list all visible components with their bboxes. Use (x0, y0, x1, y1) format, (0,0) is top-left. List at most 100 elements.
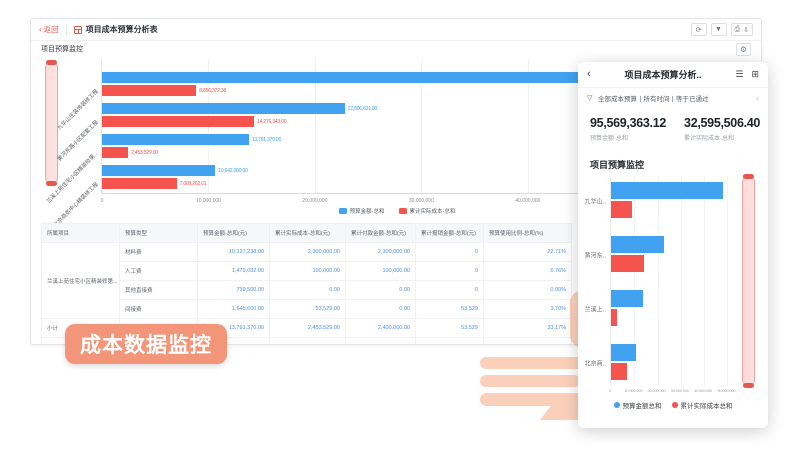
bar-value-label: 13,791,370.00 (251, 136, 282, 143)
chart-section-title: 项目预算监控 (41, 46, 83, 53)
x-axis-tick: 10,000,000 (195, 198, 221, 204)
x-axis-tick: 20,000,000 (302, 198, 328, 204)
bar-actual (611, 255, 645, 272)
export-button[interactable]: ⎙ ⇩ (730, 23, 753, 36)
bar-budget (611, 236, 665, 253)
bar-value-label: 10,642,000.00 (218, 167, 248, 174)
slider-handle-top[interactable] (46, 60, 57, 65)
bar-budget (102, 103, 345, 114)
cell-ratio: 33.17% (483, 318, 572, 338)
cell-payment: 2,300,000.00 (345, 242, 416, 262)
bar-budget (611, 344, 636, 361)
table-header-cell: 预算使用比例-总和(%) (483, 223, 572, 243)
legend-label: 累计实际成本总和 (680, 403, 733, 410)
main-chart: 0 10,000,000 20,000,000 30,000,000 40,000,00… (31, 57, 761, 229)
panel-filter-bar[interactable]: ▽ 全部成本预算丨所有时间丨等于已通过 › (578, 88, 768, 108)
cost-table-wrap: 所属项目 预算类型 预算金额-总和(元) 累计实际成本-总和(元) 累计付款金额-总和(… (41, 223, 572, 344)
bar-budget (611, 182, 724, 199)
x-axis-tick: 10,000,000 (624, 388, 643, 393)
cell-payment: 0.00 (345, 280, 416, 300)
panel-chart-plot (610, 176, 738, 386)
table-header-row: 所属项目 预算类型 预算金额-总和(元) 累计实际成本-总和(元) 累计付款金额-总和(… (41, 223, 572, 243)
table-view-icon[interactable]: ⊞ (751, 69, 759, 79)
cell-type: 人工费 (119, 261, 198, 281)
legend-item[interactable]: 预算金额总和 (613, 400, 662, 410)
titlebar-divider (65, 24, 67, 35)
list-view-icon[interactable]: ☰ (735, 69, 744, 79)
stat-actual-value: 32,595,506.40 (684, 116, 761, 130)
back-button[interactable]: ‹ 返回 (39, 24, 59, 35)
report-icon (73, 25, 82, 34)
panel-slider-handle-bottom[interactable] (743, 383, 754, 388)
panel-slider-handle-top[interactable] (743, 174, 754, 179)
gridline (704, 176, 706, 386)
gridline (314, 59, 316, 193)
cell-reimburse: 0 (415, 337, 484, 344)
panel-section-title: 项目预算监控 (590, 160, 645, 170)
cell-budget: 1,479,032.00 (197, 261, 270, 281)
legend-item[interactable]: 预算金额-总和 (338, 207, 385, 215)
slider-handle-bottom[interactable] (46, 181, 57, 186)
bar-value-label: 7,009,262.01 (179, 180, 207, 187)
chevron-right-icon: › (756, 92, 759, 103)
table-header-cell: 累计报销金额-总和(元) (415, 223, 484, 243)
back-label: 返回 (43, 25, 59, 34)
cell-reimburse: 0 (415, 261, 484, 281)
filter-icon: ▼ (715, 26, 722, 33)
bar-value-label: 22,806,631.80 (347, 105, 378, 112)
stat-budget-value: 95,569,363.12 (590, 116, 667, 130)
category-label: 九华山.. (584, 199, 606, 206)
bar-actual (102, 85, 197, 96)
legend-label: 预算金额总和 (622, 403, 662, 410)
legend-label: 累计实际成本-总和 (409, 209, 456, 215)
legend-item[interactable]: 累计实际成本总和 (671, 400, 733, 410)
cell-actual: 100,000.00 (269, 261, 346, 281)
cell-reimburse: 53,529 (415, 299, 484, 319)
cell-type: 间接费 (119, 299, 198, 319)
funnel-icon: ▽ (587, 94, 593, 102)
cell-ratio: 0.00% (483, 280, 572, 300)
bar-budget (102, 72, 617, 83)
cell-payment: 2,400,000.00 (345, 318, 416, 338)
bar-actual (102, 116, 254, 127)
table-row: 其他直接费 739,500.00 0.00 0.00 0 0.00% (42, 280, 572, 300)
chart-zoom-slider[interactable] (45, 60, 58, 186)
bar-actual (611, 363, 628, 380)
cell-reimburse: 0 (415, 242, 484, 262)
cost-table: 所属项目 预算类型 预算金额-总和(元) 累计实际成本-总和(元) 累计付款金额-总和(… (41, 223, 572, 344)
table-header-cell: 预算类型 (119, 223, 198, 243)
main-chart-legend: 预算金额-总和 累计实际成本-总和 (31, 207, 761, 215)
table-header-cell: 所属项目 (41, 223, 120, 243)
gear-icon: ⚙ (739, 44, 748, 54)
refresh-button[interactable]: ⟳ (690, 23, 707, 36)
panel-chart: 0 10,000,000 20,000,000 30,000,000 40,000,00… (578, 174, 768, 393)
cell-payment: 0.00 (345, 299, 416, 319)
print-icon: ⎙ (734, 25, 741, 33)
cell-actual: 53,529.00 (269, 299, 346, 319)
cell-payment: 100,000.00 (345, 261, 416, 281)
window-titlebar: ‹ 返回 项目成本预算分析表 ⟳ ▼ ⎙ ⇩ (31, 19, 761, 41)
filter-button[interactable]: ▼ (710, 23, 727, 36)
cell-reimburse: 53,529 (415, 318, 484, 338)
bar-budget (611, 290, 644, 307)
cell-type: 其他直接费 (119, 280, 198, 300)
export-icon: ⇩ (743, 26, 749, 34)
panel-zoom-slider[interactable] (742, 174, 755, 388)
panel-back-button[interactable]: ‹ (587, 68, 591, 80)
legend-item[interactable]: 累计实际成本-总和 (398, 207, 456, 215)
cell-actual: 2,453,529.00 (269, 318, 346, 338)
cell-actual: 5,019,004.01 (269, 337, 346, 344)
table-header-cell: 累计付款金额-总和(元) (345, 223, 416, 243)
legend-swatch (398, 208, 407, 214)
chart-settings-button[interactable]: ⚙ (736, 42, 751, 56)
x-axis-tick: 40,000,000 (515, 198, 541, 204)
table-header-cell: 预算金额-总和(元) (197, 223, 270, 243)
stat-budget-label: 预算金额·总和 (590, 136, 628, 142)
gridline (680, 176, 682, 386)
x-axis-tick: 0 (608, 388, 612, 393)
gridline (657, 176, 659, 386)
panel-stats: 95,569,363.12 预算金额·总和 32,595,506.40 累计实际… (590, 116, 760, 142)
panel-filter-text: 全部成本预算丨所有时间丨等于已通过 (598, 96, 709, 103)
x-axis-tick: 30,000,000 (408, 198, 434, 204)
table-header-cell: 累计实际成本-总和(元) (269, 223, 346, 243)
